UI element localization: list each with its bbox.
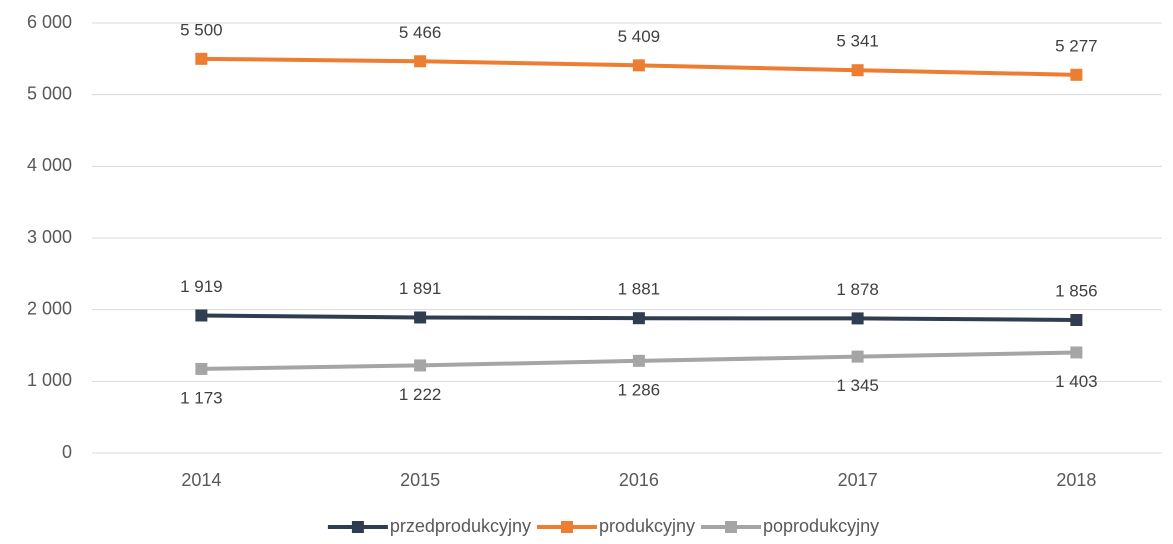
x-tick-label: 2018 [1056, 470, 1096, 490]
point-marker [1070, 68, 1083, 81]
value-label: 1 891 [399, 279, 442, 298]
legend-swatch-marker [351, 521, 364, 533]
point-marker [195, 309, 208, 322]
x-tick-label: 2016 [619, 470, 659, 490]
value-label: 5 466 [399, 23, 442, 42]
legend: przedprodukcyjny produkcyjny poprodukcyjny [327, 516, 879, 536]
x-tick-label: 2015 [400, 470, 440, 490]
point-marker [414, 359, 427, 372]
point-marker [414, 55, 427, 68]
value-label: 1 878 [836, 280, 879, 299]
point-marker [851, 312, 864, 325]
legend-swatch-marker [725, 521, 738, 533]
point-marker [632, 59, 645, 72]
value-label: 5 500 [180, 20, 223, 39]
value-label: 1 881 [618, 280, 661, 299]
point-marker [195, 362, 208, 375]
point-marker [414, 311, 427, 324]
value-label: 1 345 [836, 376, 879, 395]
value-label: 5 277 [1055, 36, 1098, 55]
x-tick-label: 2014 [181, 470, 221, 490]
y-tick-label: 5 000 [27, 83, 72, 103]
y-tick-label: 6 000 [27, 12, 72, 32]
point-marker [632, 354, 645, 367]
point-marker [851, 350, 864, 363]
legend-swatch-marker [560, 521, 573, 533]
point-marker [195, 52, 208, 65]
y-tick-label: 3 000 [27, 227, 72, 247]
value-label: 5 409 [618, 27, 661, 46]
point-marker [632, 312, 645, 325]
legend-label: poprodukcyjny [763, 516, 879, 536]
value-label: 1 286 [618, 380, 661, 399]
legend-label: produkcyjny [599, 516, 695, 536]
value-label: 1 856 [1055, 281, 1098, 300]
point-marker [1070, 313, 1083, 326]
value-label: 1 173 [180, 388, 223, 407]
point-marker [1070, 346, 1083, 359]
y-tick-label: 0 [62, 442, 72, 462]
value-label: 1 222 [399, 385, 442, 404]
value-label: 1 403 [1055, 372, 1098, 391]
y-tick-label: 1 000 [27, 370, 72, 390]
value-label: 5 341 [836, 32, 879, 51]
point-marker [851, 64, 864, 77]
value-label: 1 919 [180, 277, 223, 296]
y-tick-label: 4 000 [27, 155, 72, 175]
x-tick-label: 2017 [838, 470, 878, 490]
y-tick-label: 2 000 [27, 298, 72, 318]
legend-label: przedprodukcyjny [390, 516, 531, 536]
